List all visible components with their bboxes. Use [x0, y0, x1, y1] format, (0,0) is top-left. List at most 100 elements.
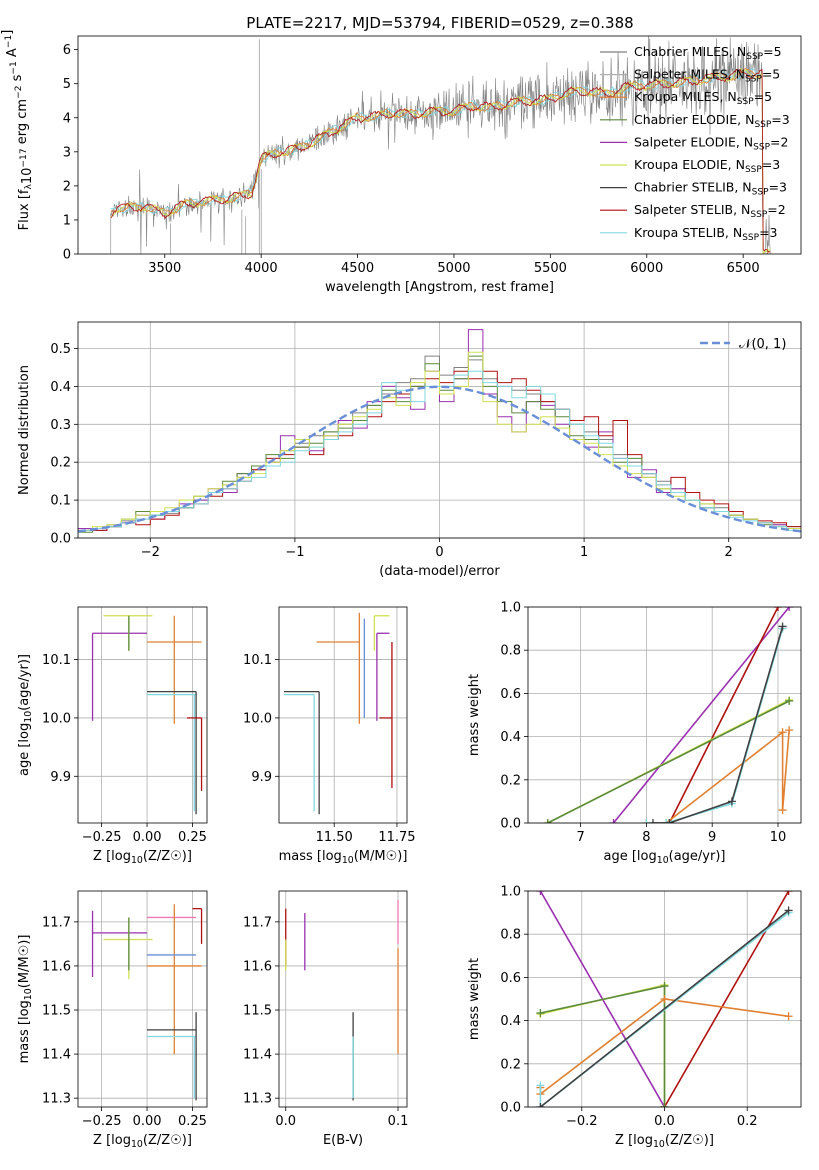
x-tick-label: −0.25: [82, 1114, 122, 1129]
y-axis-label: mass weight: [467, 674, 482, 756]
spectrum-model-line: [110, 67, 771, 254]
y-tick-label: 0.4: [50, 380, 71, 395]
weight-marker: [784, 1012, 793, 1021]
x-axis-label: Z [log10(Z/Z☉)]: [93, 1133, 192, 1150]
y-axis-label: Flux [fλ10−17 erg cm−2 s−1 A−1]: [0, 30, 35, 231]
axes-frame: [77, 35, 802, 255]
weight-marker: [660, 995, 669, 1003]
weight-marker: [536, 891, 545, 895]
y-tick-label: 2: [63, 179, 71, 194]
x-axis-label: mass [log10(M/M☉)]: [279, 849, 408, 866]
x-tick-label: 3500: [148, 261, 181, 276]
x-axis-label: Z [log10(Z/Z☉)]: [615, 1133, 714, 1150]
y-axis-label: age [log10(age/yr)]: [17, 654, 34, 776]
x-tick-label: 0.00: [133, 1114, 162, 1129]
y-tick-label: 9.9: [251, 770, 272, 785]
legend-label: Chabrier ELODIE, NSSP=3: [634, 112, 790, 130]
x-tick-label: 0.0: [275, 1114, 296, 1129]
y-tick-label: 10.0: [243, 711, 272, 726]
weight-marker: [785, 696, 794, 705]
x-tick-label: 0.2: [737, 1114, 758, 1129]
y-tick-label: 0.4: [500, 730, 521, 745]
y-tick-label: 3: [63, 145, 71, 160]
y-tick-label: 11.3: [243, 1092, 272, 1107]
weight-marker: [642, 819, 651, 823]
x-tick-label: 5000: [437, 261, 470, 276]
weight-line-5: [646, 628, 784, 823]
x-axis-label: wavelength [Angstrom, rest frame]: [325, 280, 554, 295]
legend: Chabrier MILES, NSSP=5 Salpeter MILES, NS…: [600, 44, 790, 243]
y-axis-label: mass [log10(M/M☉)]: [17, 935, 34, 1064]
spectrum-data-line: [110, 36, 771, 254]
y-tick-label: 0.6: [500, 971, 521, 986]
plot-area: [543, 607, 794, 823]
y-axis-label: mass weight: [467, 958, 482, 1040]
y-tick-label: 0.2: [500, 1057, 521, 1072]
y-tick-label: 0.8: [500, 644, 521, 659]
weight-marker: [660, 1103, 669, 1107]
normal-curve: [78, 385, 801, 533]
weight-marker: [785, 607, 794, 611]
panel-residuals: −2 −1 0 1 2 0.0 0.1 0.2 0.3 0.4 0.5 (data-model)/er…: [17, 321, 802, 579]
weight-marker: [648, 819, 657, 823]
x-tick-label: 8: [642, 830, 650, 845]
x-tick-label: 11.50: [316, 830, 353, 845]
y-tick-label: 11.6: [42, 959, 71, 974]
weight-marker: [660, 982, 669, 991]
weight-marker: [536, 1009, 545, 1018]
x-axis-label: (data-model)/error: [379, 564, 500, 579]
y-tick-label: 1.0: [500, 601, 521, 616]
panel-age-vs-mass: 11.50 11.75 9.9 10.0 10.1 mass [log10(M/M☉)]: [243, 606, 416, 866]
y-tick-label: 0.8: [500, 928, 521, 943]
legend: 𝒩(0, 1): [700, 337, 786, 352]
x-tick-label: −0.2: [566, 1114, 598, 1129]
panel-spectrum: 3500 4000 4500 5000 5500 6000 6500 0 1 2 3 4 5 6 wavel…: [0, 30, 802, 295]
y-tick-label: 0.5: [50, 342, 71, 357]
legend-label: Kroupa MILES, NSSP=5: [634, 89, 772, 107]
plot-area: [536, 891, 793, 1107]
plot-area: [285, 899, 399, 1101]
histogram-series-4: [78, 351, 801, 538]
weight-marker: [778, 728, 787, 737]
panel-weight-vs-age: 7 8 9 10 0.0 0.2 0.4 0.6 0.8 1.0 age [log10(age/yr…: [467, 601, 802, 866]
y-tick-label: 0.0: [50, 532, 71, 547]
x-tick-label: 6000: [630, 261, 663, 276]
panel-mass-vs-Z: −0.25 0.00 0.25 11.3 11.4 11.5 11.6 11.7 Z [log1…: [17, 890, 208, 1150]
axes-frame: [77, 606, 208, 824]
legend-label: Salpeter ELODIE, NSSP=2: [634, 134, 788, 152]
legend-label: Kroupa ELODIE, NSSP=3: [634, 157, 780, 175]
weight-marker: [727, 797, 736, 806]
y-tick-label: 10.1: [42, 653, 71, 668]
axes-frame: [278, 606, 408, 824]
legend-label: Kroupa STELIB, NSSP=3: [634, 225, 778, 243]
panel-age-vs-Z: −0.25 0.00 0.25 9.9 10.0 10.1 Z [log10(Z/Z☉)] a…: [17, 606, 208, 866]
legend-label: 𝒩(0, 1): [739, 337, 786, 352]
y-tick-label: 9.9: [50, 770, 71, 785]
y-tick-label: 0.3: [50, 418, 71, 433]
y-tick-label: 11.7: [42, 915, 71, 930]
x-tick-label: 0.25: [178, 830, 207, 845]
weight-marker: [609, 819, 618, 823]
y-tick-label: 4: [63, 111, 71, 126]
x-tick-label: 7: [576, 830, 584, 845]
y-tick-label: 0.1: [50, 494, 71, 509]
y-tick-label: 6: [63, 43, 71, 58]
weight-marker: [662, 819, 671, 823]
figure-title: PLATE=2217, MJD=53794, FIBERID=0529, z=0…: [246, 14, 633, 32]
plot-area: [284, 612, 393, 815]
x-tick-label: −2: [141, 545, 160, 560]
y-tick-label: 11.3: [42, 1092, 71, 1107]
x-tick-label: 4000: [245, 261, 278, 276]
x-tick-label: −1: [285, 545, 304, 560]
y-tick-label: 0.4: [500, 1014, 521, 1029]
y-tick-label: 11.4: [243, 1048, 272, 1063]
y-tick-label: 1: [63, 213, 71, 228]
spectrum-model-line: [110, 68, 771, 253]
x-tick-label: −0.25: [82, 830, 122, 845]
x-tick-label: 1: [580, 545, 588, 560]
y-axis-label: Normed distribution: [17, 365, 32, 495]
y-tick-label: 10.1: [243, 653, 272, 668]
y-tick-label: 11.4: [42, 1048, 71, 1063]
x-tick-label: 10: [770, 830, 787, 845]
